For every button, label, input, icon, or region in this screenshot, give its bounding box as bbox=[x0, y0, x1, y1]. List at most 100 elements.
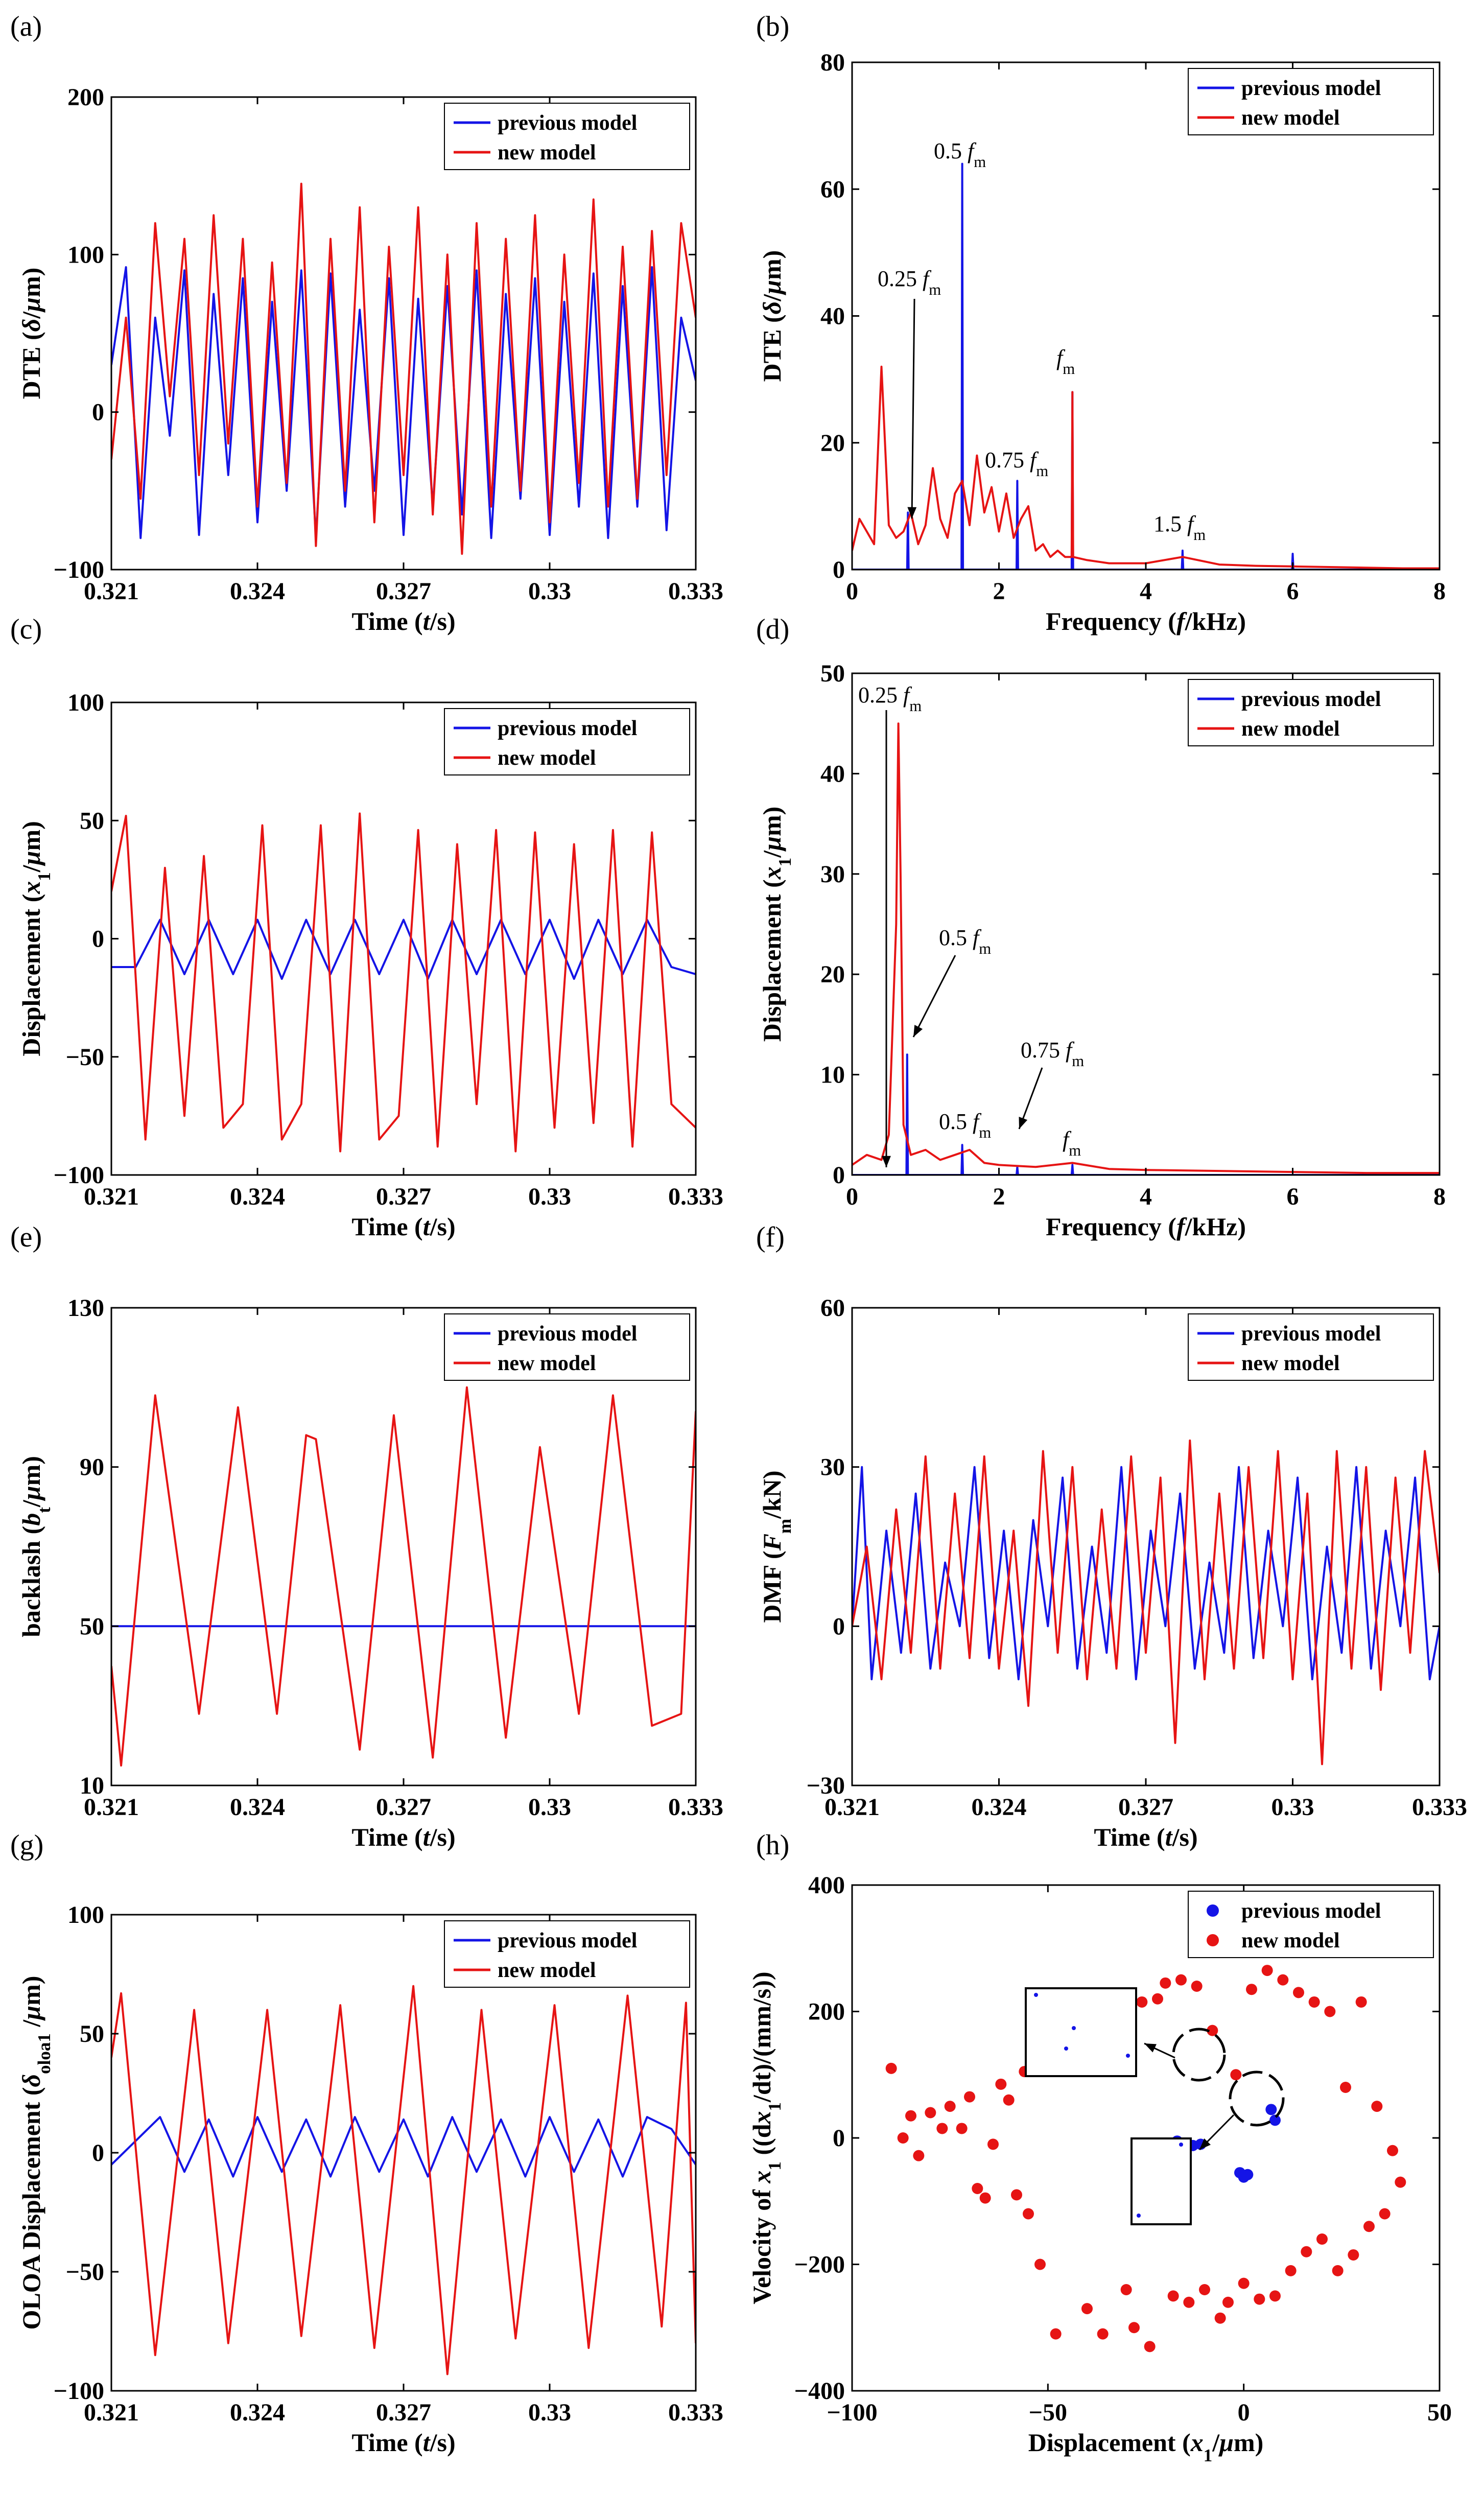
panel-label: (g) bbox=[10, 1829, 43, 1861]
x-tick-label: 0.324 bbox=[230, 578, 285, 605]
y-tick-label: 0 bbox=[92, 2139, 104, 2167]
legend-label-previous: previous model bbox=[1241, 1899, 1381, 1923]
y-tick-label: −100 bbox=[54, 556, 104, 583]
y-tick-label: −50 bbox=[66, 1044, 104, 1071]
x-tick-label: 8 bbox=[1433, 1183, 1446, 1210]
series-group bbox=[852, 162, 1440, 570]
panel-label: (e) bbox=[10, 1221, 42, 1253]
legend-label-new: new model bbox=[1241, 717, 1340, 741]
y-tick-label: 50 bbox=[80, 2020, 104, 2048]
scatter-point-new bbox=[1207, 2025, 1218, 2036]
legend-box bbox=[1188, 1891, 1434, 1958]
legend-label-new: new model bbox=[498, 746, 596, 770]
legend-label-new: new model bbox=[498, 1959, 596, 1982]
scatter-point-new bbox=[1152, 1993, 1163, 2005]
y-axis-label: DMF (Fm/kN) bbox=[758, 1470, 795, 1622]
x-tick-label: 0.33 bbox=[528, 2399, 571, 2426]
scatter-point-previous bbox=[1265, 2104, 1277, 2115]
annotation-label: 1.5 fm bbox=[1153, 511, 1206, 544]
scatter-point-new bbox=[1348, 2249, 1359, 2261]
x-axis-label: Time (t/s) bbox=[1094, 1823, 1197, 1851]
x-tick-label: 0 bbox=[846, 1183, 858, 1210]
series-group bbox=[852, 722, 1440, 1175]
series-line-previous bbox=[111, 2116, 696, 2178]
zoom-inset-point bbox=[1034, 1993, 1038, 1997]
scatter-point-new bbox=[1261, 1965, 1273, 1977]
arrow-head bbox=[882, 1156, 891, 1167]
y-tick-label: 0 bbox=[833, 1613, 845, 1640]
x-tick-label: 0.327 bbox=[376, 1794, 431, 1821]
x-tick-label: 0.324 bbox=[972, 1794, 1027, 1821]
legend: previous model new model bbox=[444, 103, 690, 170]
x-axis-label: Time (t/s) bbox=[351, 2428, 455, 2457]
x-tick-label: 2 bbox=[993, 578, 1005, 605]
scatter-point-new bbox=[1175, 1974, 1187, 1986]
panel-label: (f) bbox=[756, 1221, 785, 1253]
scatter-point-previous bbox=[1242, 2169, 1254, 2180]
scatter-point-new bbox=[1254, 2293, 1265, 2305]
series-line-new bbox=[111, 182, 696, 555]
y-tick-label: 400 bbox=[808, 1872, 845, 1899]
x-tick-label: 0.321 bbox=[84, 1794, 139, 1821]
zoom-circle bbox=[1229, 2071, 1285, 2127]
panel-label: (a) bbox=[10, 11, 42, 42]
scatter-point-new bbox=[1293, 1987, 1304, 1998]
scatter-point-new bbox=[995, 2078, 1007, 2090]
y-tick-label: 40 bbox=[820, 303, 845, 330]
y-tick-label: 50 bbox=[80, 1613, 104, 1640]
x-axis-label: Time (t/s) bbox=[351, 1823, 455, 1851]
y-axis-label: DTE (δ/μm) bbox=[17, 268, 45, 399]
legend-marker-new bbox=[1207, 1934, 1219, 1946]
scatter-point-new bbox=[1191, 1981, 1203, 1992]
y-tick-label: 90 bbox=[80, 1454, 104, 1481]
series-line-previous bbox=[111, 266, 696, 539]
series-line-new bbox=[111, 1985, 696, 2375]
series-line-new bbox=[111, 1386, 696, 1767]
y-tick-label: 0 bbox=[833, 1162, 845, 1189]
y-tick-label: 10 bbox=[80, 1772, 104, 1799]
scatter-point-new bbox=[1214, 2312, 1226, 2324]
zoom-inset-point bbox=[1179, 2143, 1183, 2147]
legend-label-new: new model bbox=[1241, 106, 1340, 130]
legend-label-new: new model bbox=[1241, 1352, 1340, 1375]
legend-label-previous: previous model bbox=[1241, 688, 1381, 711]
x-tick-label: 8 bbox=[1433, 578, 1446, 605]
scatter-point-new bbox=[956, 2123, 968, 2134]
y-tick-label: 30 bbox=[820, 861, 845, 888]
scatter-point-new bbox=[1246, 1984, 1257, 1995]
scatter-point-new bbox=[1183, 2296, 1195, 2308]
x-tick-label: 4 bbox=[1140, 1183, 1152, 1210]
zoom-inset-point bbox=[1064, 2046, 1068, 2051]
x-tick-label: 0.324 bbox=[230, 1183, 285, 1210]
y-axis-label: Velocity of x1 ((dx1/dt)/(mm/s)) bbox=[747, 1971, 785, 2304]
scatter-point-new bbox=[1023, 2208, 1034, 2220]
x-tick-label: 0.321 bbox=[84, 1183, 139, 1210]
plot-area bbox=[852, 62, 1440, 570]
annotation-label: 0.5 fm bbox=[939, 925, 991, 957]
scatter-point-new bbox=[1277, 1974, 1289, 1986]
y-axis-label: Displacement (x1/μm) bbox=[17, 821, 54, 1056]
y-tick-label: 0 bbox=[833, 556, 845, 583]
scatter-point-new bbox=[1136, 1996, 1148, 2008]
x-axis-label: Frequency (f/kHz) bbox=[1046, 1212, 1246, 1241]
series-line-previous bbox=[852, 1053, 1440, 1175]
plot-area bbox=[111, 1308, 696, 1785]
legend: previous model new model bbox=[444, 708, 690, 775]
panel-label: (b) bbox=[756, 11, 789, 42]
scatter-point-new bbox=[1160, 1977, 1171, 1989]
scatter-point-new bbox=[1097, 2328, 1109, 2340]
y-tick-label: 50 bbox=[820, 660, 845, 687]
x-tick-label: 0.333 bbox=[668, 578, 723, 605]
x-tick-label: 0.321 bbox=[84, 578, 139, 605]
scatter-point-new bbox=[944, 2101, 956, 2112]
scatter-point-new bbox=[964, 2091, 975, 2103]
x-tick-label: 0.327 bbox=[1118, 1794, 1173, 1821]
legend-box bbox=[1188, 1313, 1434, 1381]
legend-label-previous: previous model bbox=[498, 1322, 637, 1346]
zoom-inset-box bbox=[1025, 1987, 1137, 2077]
legend-box bbox=[444, 103, 690, 170]
scatter-point-new bbox=[979, 2192, 991, 2204]
annotation-label: fm bbox=[1063, 1127, 1081, 1159]
scatter-point-new bbox=[1269, 2290, 1281, 2302]
